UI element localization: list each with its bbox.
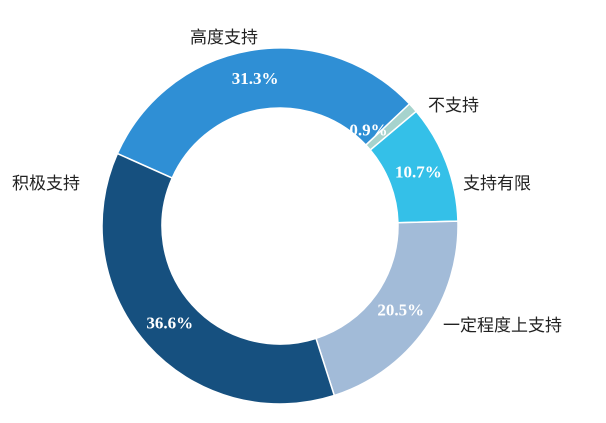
donut-slice (101, 152, 336, 405)
category-label: 一定程度上支持 (443, 316, 562, 336)
donut-slice (116, 47, 411, 179)
category-label: 高度支持 (190, 28, 258, 48)
value-label: 0.9% (349, 120, 387, 139)
category-label: 支持有限 (463, 174, 531, 194)
value-label: 31.3% (232, 69, 279, 88)
category-label: 积极支持 (12, 174, 80, 194)
value-label: 36.6% (146, 314, 193, 333)
value-label: 10.7% (395, 162, 442, 181)
value-label: 20.5% (377, 301, 424, 320)
category-label: 不支持 (428, 96, 479, 116)
